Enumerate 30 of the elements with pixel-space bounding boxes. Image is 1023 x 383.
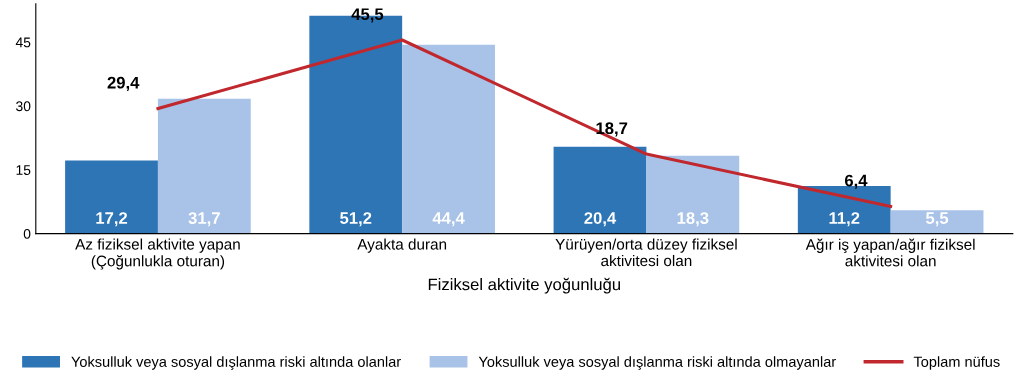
y-tick-label: 45 [15, 37, 31, 48]
data-label: 44,4 [432, 212, 465, 227]
data-label: 20,4 [584, 212, 617, 227]
data-label: 17,2 [96, 212, 128, 227]
data-label: 31,7 [188, 212, 220, 227]
x-tick-label: Ayakta duran [357, 238, 447, 253]
data-label: 51,2 [340, 212, 372, 227]
legend-label: Yoksulluk veya sosyal dışlanma riski altında olanlar [71, 356, 401, 370]
bar [646, 155, 740, 234]
bar [65, 160, 158, 234]
data-label: 18,3 [677, 212, 709, 227]
y-tick-label: 0 [23, 228, 31, 239]
legend-label: Yoksulluk veya sosyal dışlanma riski altında olmayanlar [478, 356, 836, 370]
data-label: 29,4 [107, 76, 140, 91]
x-tick-label: Ağır iş yapan/ağır fiziksel aktivitesi olan [805, 238, 975, 267]
line-series [156, 38, 893, 208]
bar [402, 44, 495, 234]
data-label: 18,7 [596, 122, 628, 137]
bar [890, 210, 984, 234]
y-tick-label: 15 [16, 165, 31, 175]
x-axis-title: Fiziksel aktivite yoğunluğu [428, 277, 620, 294]
data-label: 6,4 [844, 174, 868, 189]
y-tick-label: 30 [16, 101, 31, 112]
data-label: 5,5 [925, 212, 949, 227]
x-tick-label: Yürüyen/orta düzey fiziksel aktivitesi olan [555, 238, 737, 267]
x-tick-label: Az fiziksel aktivite yapan (Çoğunlukla oturan) [75, 238, 240, 270]
bar [553, 146, 647, 234]
data-label: 11,2 [829, 212, 860, 227]
legend-label: Toplam nüfus [913, 356, 1000, 370]
bar [157, 98, 251, 234]
